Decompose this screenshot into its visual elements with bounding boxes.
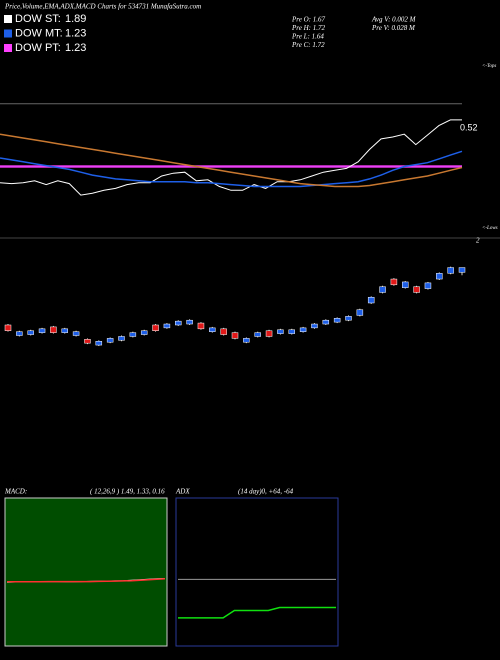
candle-body [447,267,454,274]
candle-body [95,341,103,346]
candle-body [402,281,409,288]
legend-value: 1.89 [65,13,86,25]
candle-body [413,286,420,293]
candle-body [118,336,125,341]
panel [4,497,168,647]
panel-params: ( 12,26,9 ) 1.49, 1.33, 0.16 [90,488,165,496]
candle-body [243,338,250,343]
series-line [178,606,336,619]
candle-body [129,332,137,337]
candle-body [231,332,239,339]
legend-label: DOW ST: [15,13,61,25]
candle-body [356,309,364,316]
legend-label: DOW PT: [15,42,61,54]
candle-body [209,327,216,332]
tops-label: <-Tops [482,64,496,69]
series-line [7,578,166,583]
candle-body [84,339,91,344]
candle-body [367,296,375,304]
annotation: 0.52 [460,122,478,132]
candle-body [311,323,318,329]
candle-body [379,286,386,293]
info-text: Pre C: 1.72 [291,41,325,49]
info-text: Pre O: 1.67 [291,16,325,24]
candle-body [163,323,171,329]
candle-body [38,328,46,333]
candle-body [390,278,398,286]
candle-body [27,330,34,335]
legend-label: DOW MT: [15,27,63,39]
candle-body [197,322,205,330]
candle-body [436,273,443,280]
legend-swatch [4,15,12,23]
panel-title: MACD: [4,488,27,496]
lows-label: <-Lows [482,226,498,231]
info-text: Pre V: 0.028 M [371,24,416,32]
legend-swatch [4,44,12,52]
candle-body [265,330,273,337]
series-line [0,150,463,188]
candle-body [345,316,352,321]
panel-params: (14 day)0, +64, -64 [238,488,294,496]
series-line [0,119,462,196]
candle-body [16,331,23,336]
candle-body [140,330,148,335]
y-tick-label: 2 [476,236,480,244]
candle-body [106,338,114,343]
candle-body [220,328,227,335]
candle-body [277,329,284,334]
panel-title: ADX [175,488,190,496]
series-line [0,133,463,188]
candle-body [72,331,80,336]
candle-body [152,324,159,331]
candle-body [50,326,57,333]
info-text: Pre H: 1.72 [291,24,325,32]
candle-body [333,318,341,323]
candle-body [299,327,307,332]
legend-value: 1.23 [65,27,86,39]
candle-body [186,319,193,325]
info-text: Avg V: 0.002 M [371,16,417,24]
candle-body [288,329,295,334]
candle-body [61,328,68,333]
candle-body [254,332,261,337]
candle-body [175,320,182,326]
candle-body [4,324,12,331]
candle-body [458,267,466,273]
candle-body [322,319,330,325]
info-text: Pre L: 1.64 [291,33,324,41]
chart-title: Price,Volume,EMA,ADX,MACD Charts for 534… [4,3,201,11]
panel [175,497,339,647]
legend-swatch [4,29,12,38]
legend-value: 1.23 [65,42,86,54]
candle-body [424,282,432,289]
